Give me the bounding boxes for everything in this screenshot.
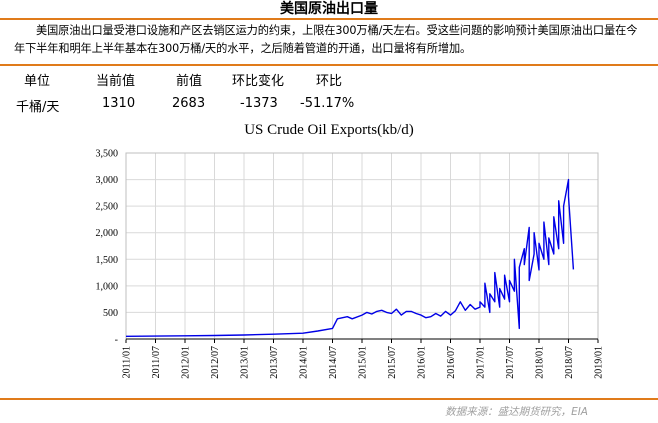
title-divider <box>0 18 658 20</box>
stats-header-change: 环比变化 <box>232 74 285 89</box>
stats-header-previous: 前值 <box>176 74 203 89</box>
y-tick-label: - <box>115 335 118 346</box>
x-tick-label: 2012/07 <box>210 346 221 379</box>
x-tick-label: 2014/01 <box>299 346 310 379</box>
stats-header-current: 当前值 <box>96 74 136 89</box>
stats-header-pct: 环比 <box>316 74 343 89</box>
x-tick-label: 2011/01 <box>122 346 133 378</box>
description-text: 美国原油出口量受港口设施和产区去销区运力的约束，上限在300万桶/天左右。受这些… <box>14 24 638 55</box>
page-title: 美国原油出口量 <box>0 0 658 18</box>
y-tick-label: 500 <box>103 308 118 319</box>
x-tick-label: 2016/01 <box>417 346 428 379</box>
source-text: 数据来源：盛达期货研究，EIA <box>445 406 588 418</box>
x-tick-label: 2018/07 <box>564 346 575 379</box>
x-tick-label: 2017/07 <box>505 346 516 379</box>
x-tick-label: 2011/07 <box>151 346 162 378</box>
y-tick-label: 1,500 <box>96 255 119 266</box>
x-tick-label: 2015/01 <box>358 346 369 379</box>
x-tick-label: 2019/01 <box>594 346 605 379</box>
chart-title: US Crude Oil Exports(kb/d) <box>244 122 414 138</box>
stats-divider <box>0 64 658 66</box>
footer-divider <box>0 398 658 400</box>
y-tick-label: 3,500 <box>96 149 119 160</box>
stats-value-change: -1373 <box>240 96 278 111</box>
stats-header-unit: 单位 <box>24 74 51 89</box>
stats-value-previous: 2683 <box>172 96 206 111</box>
x-tick-label: 2018/01 <box>535 346 546 379</box>
y-tick-label: 2,000 <box>96 228 119 239</box>
x-tick-label: 2013/07 <box>269 346 280 379</box>
x-tick-label: 2014/07 <box>328 346 339 379</box>
stats-value-unit: 千桶/天 <box>16 100 60 115</box>
series-line-us-crude-exports <box>125 178 575 337</box>
page-title-text: 美国原油出口量 <box>280 1 378 17</box>
x-tick-label: 2017/01 <box>476 346 487 379</box>
y-tick-label: 3,000 <box>96 175 119 186</box>
x-tick-label: 2015/07 <box>387 346 398 379</box>
stats-value-pct: -51.17% <box>300 96 355 111</box>
x-tick-label: 2016/07 <box>446 346 457 379</box>
x-tick-label: 2012/01 <box>181 346 192 379</box>
y-tick-label: 1,000 <box>96 281 119 292</box>
stats-value-current: 1310 <box>102 96 136 111</box>
y-tick-label: 2,500 <box>96 202 119 213</box>
x-tick-label: 2013/01 <box>240 346 251 379</box>
